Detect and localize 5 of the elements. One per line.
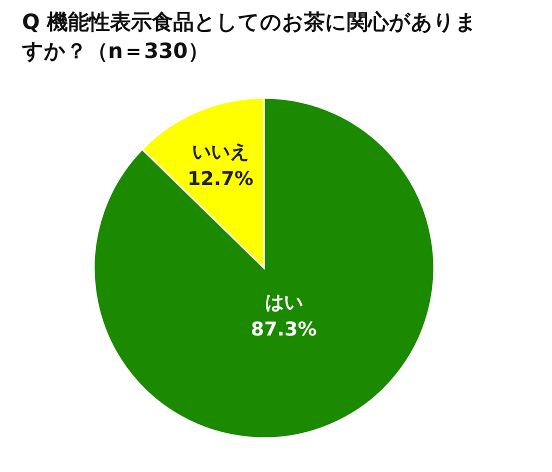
slice-label: いいえ: [192, 141, 249, 164]
data-label: 87.3%: [250, 318, 317, 340]
chart-title: Q 機能性表示食品としてのお茶に関心がありますか？（n＝330）: [22, 9, 478, 65]
slice-label: はい: [264, 291, 303, 314]
data-label: 12.7%: [187, 168, 254, 190]
